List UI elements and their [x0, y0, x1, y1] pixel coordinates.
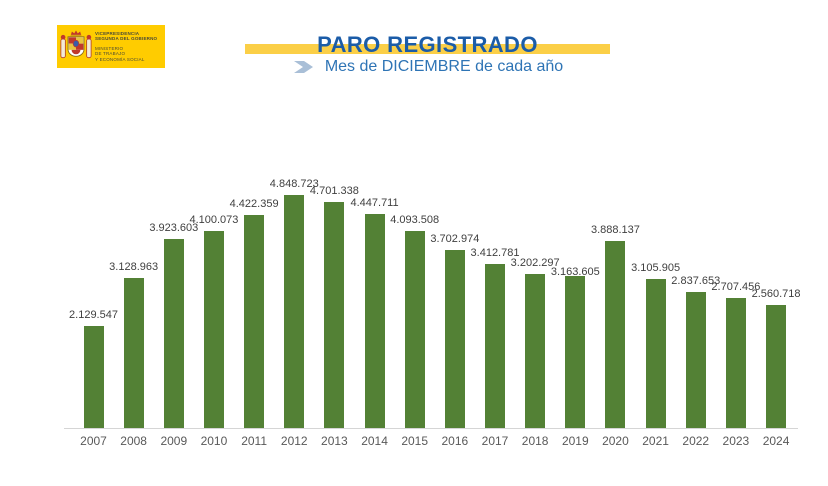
bar — [685, 291, 706, 428]
page-subtitle: Mes de DICIEMBRE de cada año — [324, 58, 564, 75]
x-axis-tick-label: 2024 — [762, 434, 790, 448]
bar — [284, 195, 305, 428]
bar — [525, 274, 546, 428]
x-axis-tick-label: 2021 — [642, 434, 669, 448]
x-axis-tick-label: 2008 — [120, 434, 147, 448]
bar-value-label: 4.848.723 — [269, 178, 319, 190]
bar — [123, 277, 144, 428]
bar — [364, 214, 385, 428]
bar-value-label: 2.560.718 — [751, 287, 801, 300]
x-axis-tick-label: 2011 — [241, 434, 267, 448]
chevron-right-icon — [293, 61, 313, 73]
gobierno-espana-logo: VICEPRESIDENCIA SEGUNDA DEL GOBIERNO MIN… — [57, 25, 165, 68]
bar — [244, 215, 265, 428]
x-axis-tick-label: 2017 — [481, 434, 509, 448]
title-highlight-band — [245, 44, 610, 54]
bar-value-label: 3.202.297 — [510, 257, 560, 270]
bar — [324, 202, 345, 428]
bar-value-label: 3.163.605 — [550, 266, 600, 279]
spain-coat-of-arms-icon — [60, 30, 92, 58]
logo-text: VICEPRESIDENCIA SEGUNDA DEL GOBIERNO MIN… — [95, 31, 157, 63]
bar — [725, 297, 746, 428]
x-axis-tick-label: 2023 — [722, 434, 750, 448]
x-axis-tick-label: 2014 — [361, 434, 388, 448]
bar — [444, 250, 465, 428]
x-axis-tick-label: 2022 — [682, 434, 710, 448]
bar — [404, 231, 425, 428]
bar — [645, 278, 666, 428]
bar — [565, 275, 586, 428]
x-axis-tick-label: 2013 — [321, 434, 348, 448]
bar — [605, 241, 626, 428]
bar-value-label: 3.702.974 — [430, 233, 480, 246]
bar — [485, 264, 505, 428]
page-title: PARO REGISTRADO — [317, 32, 538, 57]
x-axis-tick-label: 2012 — [280, 434, 308, 448]
x-axis-line — [64, 428, 798, 429]
logo-authority-line2: SEGUNDA DEL GOBIERNO — [95, 36, 158, 42]
x-axis-tick-label: 2016 — [441, 434, 469, 448]
logo-ministry-line3: Y ECONOMÍA SOCIAL — [95, 56, 145, 62]
bar-value-label: 3.128.963 — [109, 260, 159, 273]
x-axis-tick-label: 2018 — [521, 434, 549, 448]
bar-value-label: 3.888.137 — [590, 224, 640, 237]
x-axis-tick-label: 2015 — [401, 434, 429, 448]
x-axis-tick-label: 2019 — [561, 434, 589, 448]
bar-value-label: 2.707.456 — [711, 280, 761, 293]
page-subtitle-row: Mes de DICIEMBRE de cada año — [245, 58, 610, 76]
x-axis-tick-label: 2009 — [160, 434, 188, 448]
x-axis-tick-label: 2007 — [80, 434, 107, 448]
logo-ministry-line2: DE TRABAJO — [95, 51, 126, 57]
bar — [203, 230, 224, 428]
logo-ministry-line1: MINISTERIO — [95, 45, 124, 51]
x-axis-tick-label: 2020 — [602, 434, 629, 448]
logo-authority-line1: VICEPRESIDENCIA — [95, 30, 140, 36]
bar-value-label: 4.422.359 — [229, 198, 279, 211]
bar-value-label: 2.129.547 — [69, 308, 118, 321]
bar — [766, 304, 787, 428]
bar-value-label: 3.412.781 — [470, 247, 520, 259]
bar-value-label: 4.093.508 — [390, 214, 440, 227]
bar-value-label: 4.701.338 — [309, 185, 359, 198]
bar — [83, 325, 104, 428]
bar — [163, 239, 184, 428]
x-axis-tick-label: 2010 — [200, 434, 228, 448]
bar-value-label: 4.100.073 — [189, 213, 239, 226]
bar-value-label: 3.105.905 — [631, 261, 681, 274]
bar-value-label: 4.447.711 — [350, 197, 399, 210]
bar-value-label: 3.923.603 — [149, 222, 199, 235]
bar-value-label: 2.837.653 — [671, 274, 721, 287]
